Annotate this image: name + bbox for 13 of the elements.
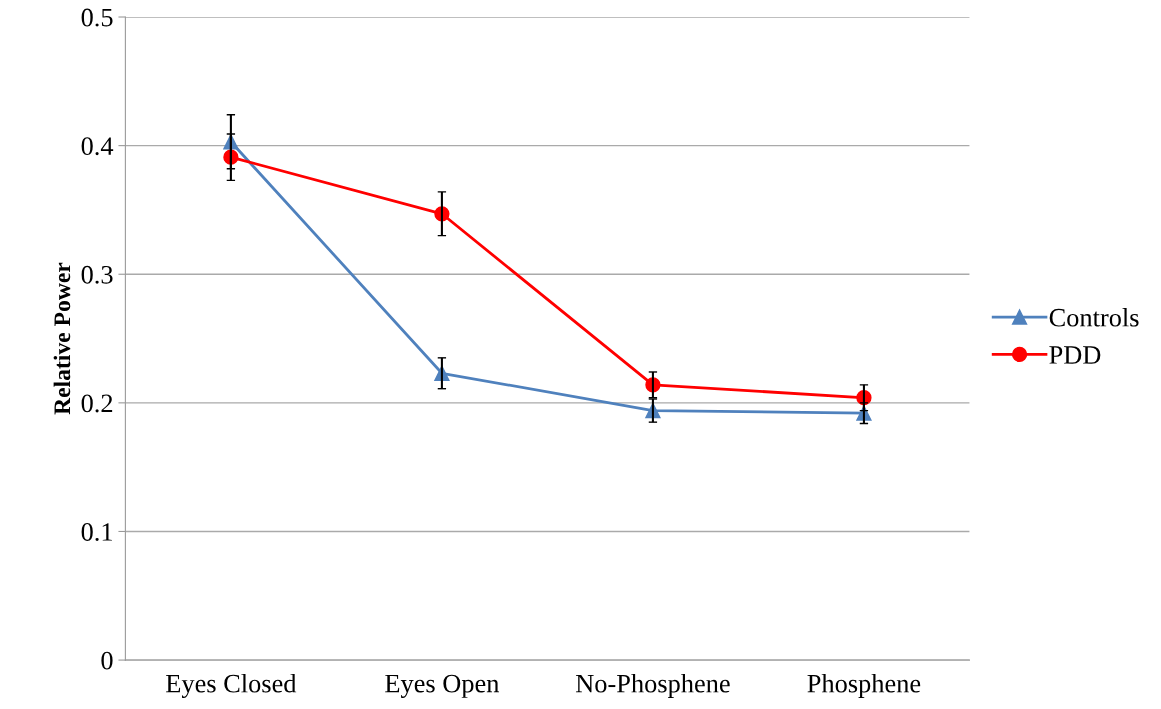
legend-label: Controls — [1049, 308, 1139, 327]
x-tick-label: Eyes Closed — [166, 673, 297, 698]
y-tick-label: 0.2 — [81, 394, 113, 413]
y-tick-label: 0.3 — [81, 265, 113, 284]
x-tick-label: Phosphene — [807, 673, 921, 698]
x-tick-label: No-Phosphene — [575, 673, 730, 698]
x-tick-label: Eyes Open — [385, 674, 500, 698]
y-tick-label: 0.5 — [81, 8, 113, 27]
legend-label: PDD — [1049, 346, 1101, 364]
y-axis-title: Relative Power — [53, 262, 71, 415]
y-tick-label: 0.1 — [81, 523, 112, 541]
y-tick-label: 0.4 — [81, 137, 114, 156]
y-tick-label: 0 — [101, 651, 113, 670]
